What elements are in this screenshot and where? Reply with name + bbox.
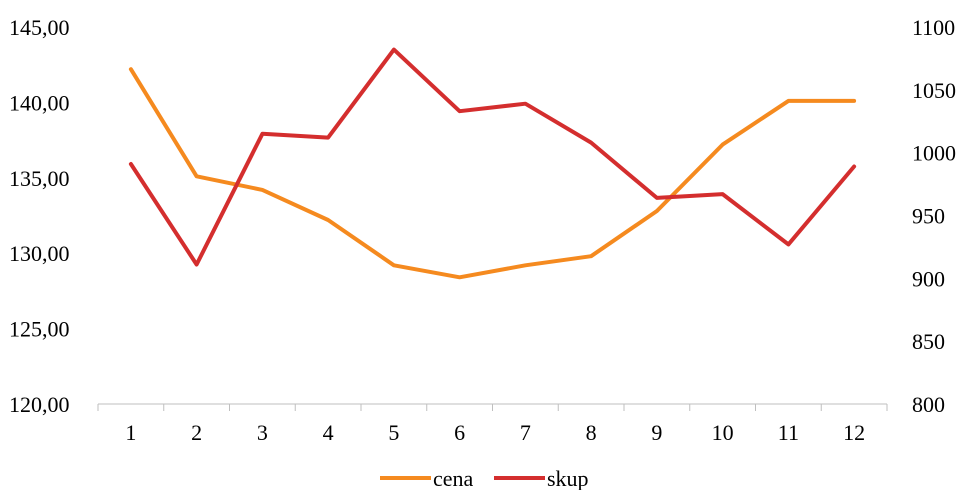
y-right-tick-label: 950 [912,204,945,229]
x-axis-labels: 1 2 3 4 5 6 7 8 9 10 11 12 [125,420,865,445]
y-right-tick-label: 1100 [912,15,955,40]
legend: cena skup [380,466,589,490]
y-left-axis-labels: 120,00 125,00 130,00 135,00 140,00 145,00 [9,15,70,417]
x-tick-label: 6 [454,420,465,445]
y-right-axis-labels: 800 850 900 950 1000 1050 1100 [912,15,956,417]
y-right-tick-label: 850 [912,329,945,354]
y-right-tick-label: 800 [912,392,945,417]
y-left-tick-label: 120,00 [9,392,70,417]
series-line-cena [128,67,857,280]
series-layer [128,47,857,280]
x-tick-label: 8 [586,420,597,445]
y-left-tick-label: 135,00 [9,166,70,191]
legend-label-skup: skup [547,466,589,490]
x-tick-label: 1 [125,420,136,445]
y-left-tick-label: 145,00 [9,15,70,40]
y-left-tick-label: 125,00 [9,317,70,342]
x-tick-label: 12 [843,420,865,445]
x-tick-label: 9 [651,420,662,445]
y-left-tick-label: 140,00 [9,90,70,115]
series-line-skup [128,47,857,267]
y-right-tick-label: 1000 [912,141,956,166]
y-right-tick-label: 900 [912,266,945,291]
y-left-tick-label: 130,00 [9,241,70,266]
x-axis-ticks [97,404,888,411]
y-right-tick-label: 1050 [912,78,956,103]
x-tick-label: 7 [520,420,531,445]
x-tick-label: 2 [191,420,202,445]
x-tick-label: 3 [257,420,268,445]
legend-label-cena: cena [433,466,474,490]
x-tick-label: 10 [712,420,734,445]
x-tick-label: 4 [323,420,334,445]
x-tick-label: 5 [388,420,399,445]
x-tick-label: 11 [778,420,799,445]
